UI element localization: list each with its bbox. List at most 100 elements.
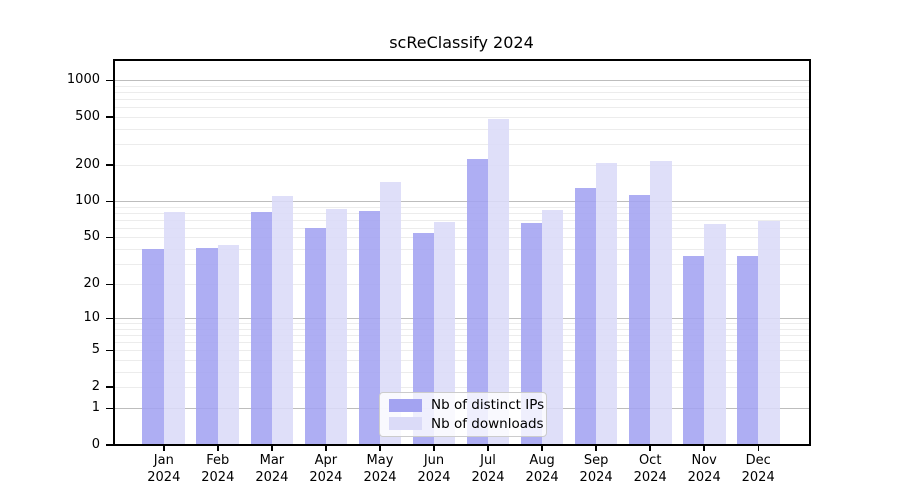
x-tick-mark: [271, 445, 273, 451]
gridline: [113, 323, 810, 325]
bar-ips-may: [358, 211, 380, 445]
gridline: [113, 206, 810, 208]
legend-label: Nb of downloads: [431, 415, 544, 432]
x-tick-mark: [433, 445, 435, 451]
bar-downloads-apr: [325, 208, 348, 445]
x-tick-label: Oct 2024: [633, 453, 667, 485]
y-tick-label: 500: [75, 108, 100, 124]
gridline: [113, 263, 810, 265]
y-tick-mark: [106, 317, 113, 320]
bar-ips-mar: [250, 211, 272, 445]
bar-ips-sep: [574, 188, 597, 445]
gridline: [113, 342, 810, 344]
gridline: [113, 128, 810, 130]
gridline: [113, 85, 810, 87]
x-tick-mark: [487, 445, 489, 451]
x-tick-label: Jun 2024: [417, 453, 451, 485]
legend-swatch: [389, 417, 422, 431]
chart-title: scReClassify 2024: [389, 33, 534, 52]
plot-spine-top: [113, 59, 811, 61]
gridline: [113, 360, 810, 361]
legend-item: Nb of downloads: [380, 416, 546, 432]
bar-ips-aug: [520, 223, 543, 445]
gridline: [113, 92, 810, 93]
x-tick-mark: [541, 445, 543, 451]
y-tick-mark: [106, 200, 113, 203]
y-tick-mark: [106, 164, 113, 166]
gridline: [113, 329, 810, 330]
plot-spine-right: [809, 59, 811, 446]
bar-ips-oct: [628, 195, 651, 445]
gridline: [113, 350, 810, 352]
bar-downloads-jun: [434, 222, 456, 445]
gridline: [113, 107, 810, 109]
x-tick-label: Mar 2024: [255, 453, 289, 485]
y-tick-label: 0: [91, 437, 100, 452]
bar-ips-apr: [304, 227, 326, 445]
y-tick-mark: [106, 79, 113, 81]
bar-ips-jul: [466, 158, 488, 445]
legend-item: Nb of distinct IPs: [380, 397, 546, 413]
y-tick-label: 200: [75, 157, 100, 172]
legend-label: Nb of distinct IPs: [431, 397, 545, 414]
x-tick-mark: [757, 445, 759, 451]
x-tick-label: Aug 2024: [525, 453, 559, 485]
y-tick-label: 1000: [66, 72, 100, 88]
bar-downloads-jul: [488, 119, 510, 445]
y-tick-label: 100: [75, 193, 100, 209]
y-tick-label: 5: [91, 342, 100, 358]
y-tick-mark: [106, 407, 113, 410]
x-tick-mark: [703, 445, 705, 451]
x-tick-label: Nov 2024: [687, 453, 721, 485]
x-tick-label: Feb 2024: [201, 453, 235, 485]
bar-ips-jan: [142, 248, 164, 445]
legend-swatch: [389, 398, 422, 412]
bar-downloads-mar: [271, 196, 294, 445]
gridline: [113, 99, 810, 100]
bar-downloads-aug: [542, 209, 564, 445]
x-tick-label: Apr 2024: [309, 453, 343, 485]
gridline: [113, 227, 810, 229]
x-tick-label: May 2024: [363, 453, 397, 485]
gridline: [113, 371, 810, 373]
y-axis: [113, 59, 115, 446]
y-tick-mark: [106, 349, 113, 352]
gridline: [113, 219, 810, 221]
x-tick-label: Dec 2024: [741, 453, 775, 485]
bar-downloads-nov: [704, 223, 726, 445]
gridline: [113, 201, 810, 203]
bar-downloads-feb: [217, 245, 240, 445]
bar-downloads-dec: [758, 221, 780, 445]
bar-downloads-may: [380, 181, 402, 445]
gridline: [113, 248, 810, 250]
y-tick-label: 50: [83, 229, 100, 245]
x-tick-mark: [379, 445, 381, 451]
gridline: [113, 284, 810, 286]
x-tick-mark: [595, 445, 597, 451]
bar-ips-nov: [682, 255, 705, 445]
y-tick-mark: [106, 444, 113, 446]
x-tick-mark: [163, 445, 165, 451]
bar-downloads-oct: [650, 161, 672, 445]
y-tick-mark: [106, 116, 113, 118]
bar-downloads-sep: [596, 163, 618, 445]
gridline: [113, 165, 810, 166]
bar-downloads-jan: [163, 211, 186, 445]
x-tick-label: Jan 2024: [147, 453, 181, 485]
legend: Nb of distinct IPs Nb of downloads: [379, 392, 547, 437]
x-tick-mark: [649, 445, 651, 451]
y-tick-label: 2: [91, 379, 100, 394]
gridline: [113, 237, 810, 239]
gridline: [113, 116, 810, 118]
y-tick-label: 10: [83, 310, 100, 326]
y-tick-label: 1: [91, 400, 100, 416]
y-tick-mark: [106, 283, 113, 285]
gridline: [113, 80, 810, 82]
bar-ips-feb: [196, 247, 218, 445]
gridline: [113, 335, 810, 337]
gridline: [113, 318, 810, 320]
x-tick-label: Sep 2024: [579, 453, 613, 485]
plot-area: [113, 59, 810, 445]
y-tick-mark: [106, 236, 113, 239]
